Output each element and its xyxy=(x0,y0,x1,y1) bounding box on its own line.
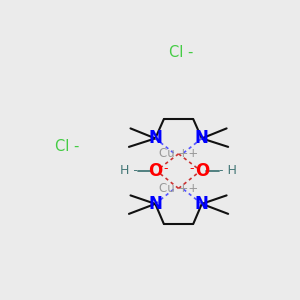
Text: Cu ++: Cu ++ xyxy=(159,147,198,160)
Text: N: N xyxy=(195,129,209,147)
Text: O: O xyxy=(148,162,162,180)
Text: -: - xyxy=(163,162,168,175)
Text: Cl -: Cl - xyxy=(55,139,79,154)
Text: - H: - H xyxy=(219,164,237,177)
Text: -: - xyxy=(190,162,194,175)
Text: O: O xyxy=(195,162,209,180)
Text: N: N xyxy=(148,129,162,147)
Text: N: N xyxy=(148,195,162,213)
Text: Cu ++: Cu ++ xyxy=(159,182,198,195)
Text: N: N xyxy=(195,195,209,213)
Text: H -: H - xyxy=(120,164,138,177)
Text: Cl -: Cl - xyxy=(169,45,193,60)
